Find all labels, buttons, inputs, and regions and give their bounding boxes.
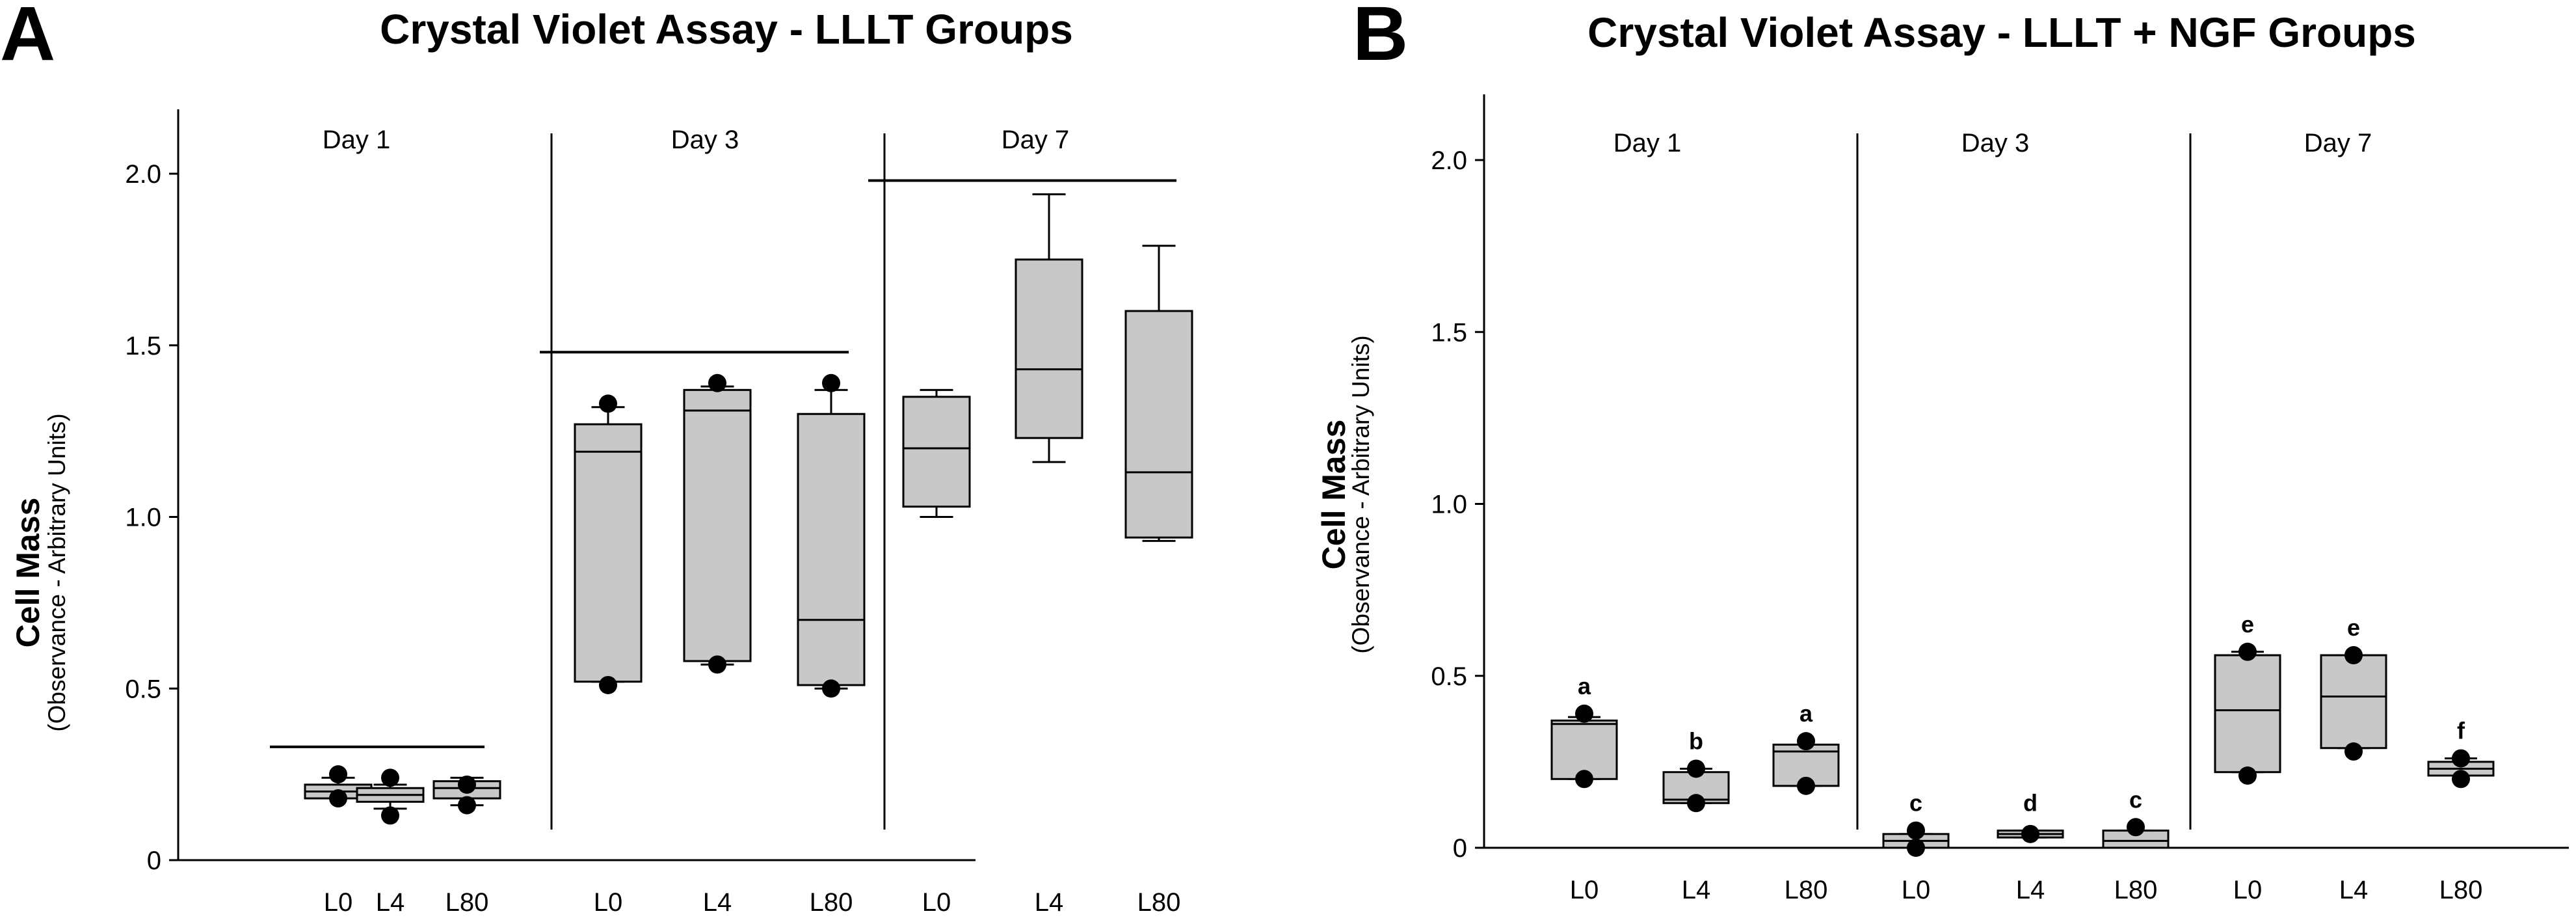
outlier-point bbox=[1797, 776, 1815, 795]
panel-b: B Crystal Violet Assay - LLLT + NGF Group… bbox=[1316, 0, 2569, 904]
day-label: Day 3 bbox=[1961, 129, 2030, 157]
box bbox=[1550, 719, 1618, 780]
outlier-point bbox=[599, 394, 617, 413]
x-tick-label: L4 bbox=[2339, 876, 2369, 904]
y-axis-subtitle: (Observance - Arbitrary Units) bbox=[1348, 335, 1374, 653]
box bbox=[902, 396, 971, 508]
x-tick-label: L0 bbox=[1902, 876, 1931, 904]
outlier-point bbox=[2127, 818, 2145, 837]
x-tick-label: L4 bbox=[703, 888, 732, 917]
day-label: Day 1 bbox=[323, 126, 391, 154]
panel-a: A Crystal Violet Assay - LLLT Groups Cell … bbox=[0, 0, 1193, 917]
x-tick-label: L4 bbox=[1682, 876, 1711, 904]
significance-letter: c bbox=[1909, 790, 1922, 817]
y-tick-label: 1.5 bbox=[125, 332, 161, 360]
box bbox=[574, 423, 643, 683]
x-tick-label: L0 bbox=[594, 888, 623, 917]
y-tick-label: 0 bbox=[147, 846, 161, 875]
x-tick-label: L80 bbox=[445, 888, 489, 917]
day-label: Day 7 bbox=[2304, 129, 2372, 157]
x-tick-label: L80 bbox=[1137, 888, 1181, 917]
outlier-point bbox=[599, 675, 617, 694]
y-axis-subtitle: (Observance - Arbitrary Units) bbox=[44, 413, 70, 731]
chart-title: Crystal Violet Assay - LLLT Groups bbox=[380, 6, 1073, 53]
panel-letter: A bbox=[0, 0, 55, 77]
outlier-point bbox=[1797, 732, 1815, 751]
outlier-point bbox=[458, 796, 476, 815]
box bbox=[2320, 654, 2387, 750]
outlier-point bbox=[1907, 839, 1925, 857]
outlier-point bbox=[458, 775, 476, 794]
x-tick-label: L4 bbox=[376, 888, 405, 917]
outlier-point bbox=[2021, 824, 2039, 843]
outlier-point bbox=[2238, 642, 2257, 661]
y-tick-label: 0.5 bbox=[125, 675, 161, 703]
x-tick-label: L80 bbox=[1785, 876, 1828, 904]
x-tick-label: L0 bbox=[324, 888, 353, 917]
box bbox=[1015, 258, 1083, 439]
y-tick-label: 2.0 bbox=[1431, 146, 1467, 175]
outlier-point bbox=[381, 806, 399, 825]
y-tick-label: 0.5 bbox=[1431, 662, 1467, 691]
x-tick-label: L80 bbox=[810, 888, 853, 917]
x-tick-label: L4 bbox=[2016, 876, 2045, 904]
panel-letter: B bbox=[1353, 0, 1408, 77]
day-label: Day 3 bbox=[671, 126, 739, 154]
box bbox=[2214, 654, 2281, 774]
outlier-point bbox=[1575, 770, 1593, 789]
x-tick-label: L80 bbox=[2439, 876, 2483, 904]
outlier-point bbox=[2452, 749, 2470, 768]
outlier-point bbox=[381, 768, 399, 787]
box bbox=[1124, 310, 1193, 539]
y-axis-title: Cell Mass bbox=[10, 498, 46, 648]
y-tick-label: 0 bbox=[1453, 834, 1467, 863]
chart-title: Crystal Violet Assay - LLLT + NGF Groups bbox=[1587, 9, 2416, 56]
significance-letter: a bbox=[1578, 673, 1591, 699]
outlier-point bbox=[822, 373, 840, 392]
x-tick-label: L4 bbox=[1035, 888, 1064, 917]
y-tick-label: 1.5 bbox=[1431, 318, 1467, 347]
outlier-point bbox=[1687, 759, 1705, 778]
y-tick-label: 1.0 bbox=[1431, 491, 1467, 519]
outlier-point bbox=[2344, 646, 2363, 665]
x-tick-label: L0 bbox=[1570, 876, 1599, 904]
significance-letter: e bbox=[2347, 614, 2360, 641]
day-label: Day 1 bbox=[1613, 129, 1682, 157]
y-tick-label: 2.0 bbox=[125, 160, 161, 189]
day-label: Day 7 bbox=[1002, 126, 1070, 154]
significance-letter: c bbox=[2129, 786, 2142, 813]
x-tick-label: L80 bbox=[2114, 876, 2158, 904]
box bbox=[683, 388, 752, 662]
outlier-point bbox=[1907, 821, 1925, 840]
outlier-point bbox=[329, 765, 347, 784]
x-tick-label: L0 bbox=[2233, 876, 2263, 904]
significance-letter: d bbox=[2023, 790, 2038, 817]
outlier-point bbox=[1687, 794, 1705, 813]
outlier-point bbox=[708, 655, 726, 674]
x-tick-label: L0 bbox=[922, 888, 951, 917]
y-axis-title: Cell Mass bbox=[1316, 420, 1352, 570]
outlier-point bbox=[708, 373, 726, 392]
outlier-point bbox=[822, 679, 840, 698]
outlier-point bbox=[2452, 770, 2470, 789]
outlier-point bbox=[2238, 766, 2257, 785]
y-tick-label: 1.0 bbox=[125, 504, 161, 532]
outlier-point bbox=[1575, 704, 1593, 723]
significance-letter: a bbox=[1799, 700, 1813, 727]
significance-letter: e bbox=[2241, 611, 2254, 638]
significance-letter: b bbox=[1689, 727, 1703, 754]
outlier-point bbox=[329, 789, 347, 808]
box bbox=[797, 413, 866, 686]
outlier-point bbox=[2344, 742, 2363, 761]
significance-letter: f bbox=[2457, 718, 2465, 744]
